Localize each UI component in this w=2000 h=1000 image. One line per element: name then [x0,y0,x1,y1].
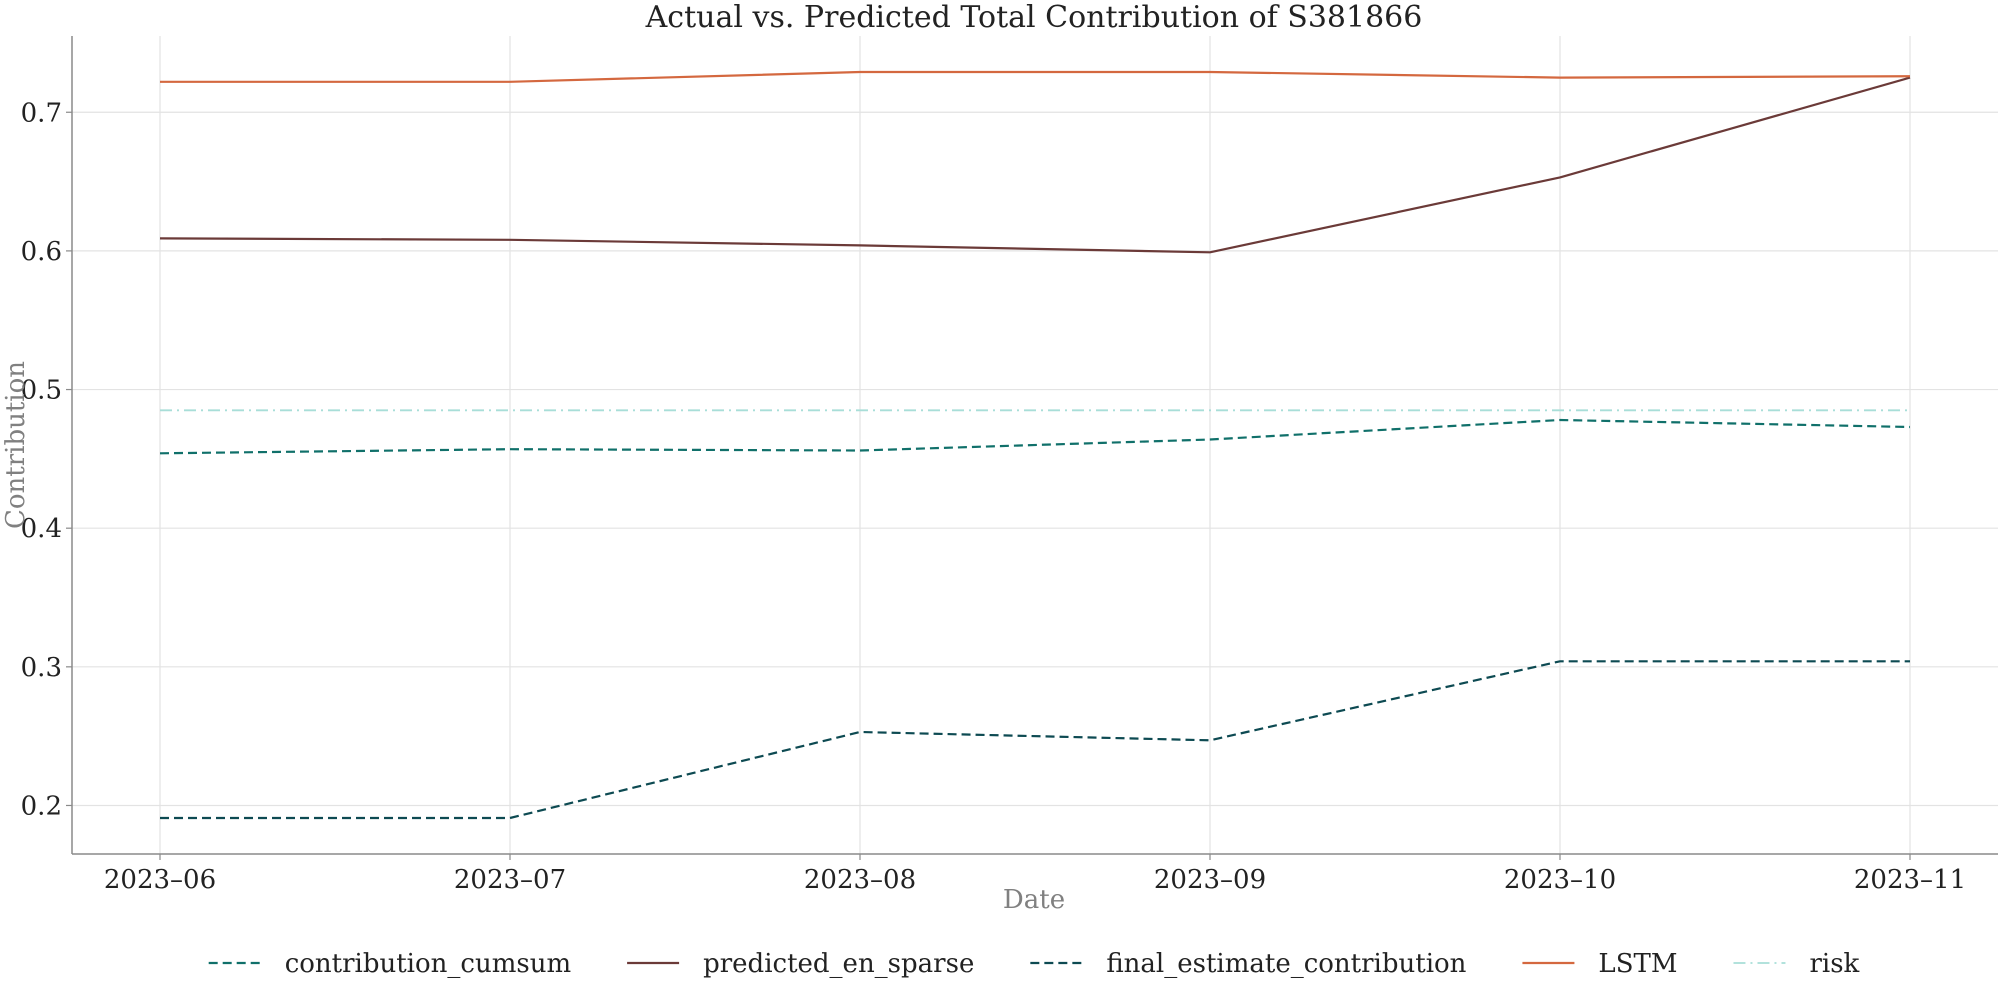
series-line-lstm [160,70,1911,83]
x-axis-label: Date [1003,885,1065,915]
x-tick-label: 2023–07 [454,865,566,895]
x-tick-label: 2023–09 [1154,865,1266,895]
axes [71,36,1998,855]
legend-item-lstm: LSTM [1522,949,1677,979]
x-tick-label: 2023–11 [1854,865,1966,895]
legend-label: contribution_cumsum [285,949,571,979]
series-line-contribution-cumsum [159,418,1911,455]
y-tick-label: 0.6 [21,237,62,267]
y-tick-label: 0.4 [21,514,62,544]
y-tick-label: 0.2 [21,791,62,821]
y-tick-label: 0.5 [21,376,62,406]
ticks: 0.2 0.3 0.4 0.5 0.6 0.7 2023–06 2023–07 2023–08 2… [21,98,1966,895]
series-line-final-estimate-contribution [160,660,1910,820]
x-tick-label: 2023–10 [1504,865,1616,895]
chart-title: Actual vs. Predicted Total Contribution … [645,0,1423,35]
x-tick-label: 2023–08 [804,865,916,895]
y-tick-label: 0.7 [21,98,62,128]
grid [72,36,1998,854]
series-lines [159,70,1911,820]
legend-label: predicted_en_sparse [703,949,974,979]
x-tick-label: 2023–06 [104,865,216,895]
legend-label: LSTM [1598,949,1677,979]
y-tick-label: 0.3 [21,653,62,683]
legend-label: final_estimate_contribution [1106,949,1466,979]
legend-item-risk: risk [1733,949,1860,979]
legend: contribution_cumsum predicted_en_sparse fi… [208,949,1860,979]
legend-item-final-estimate-contribution: final_estimate_contribution [1030,949,1467,979]
y-axis-label: Contribution [1,361,31,529]
series-line-predicted-en-sparse [159,76,1911,254]
legend-label: risk [1809,949,1859,979]
legend-item-contribution-cumsum: contribution_cumsum [208,949,571,979]
legend-item-predicted-en-sparse: predicted_en_sparse [627,949,974,979]
